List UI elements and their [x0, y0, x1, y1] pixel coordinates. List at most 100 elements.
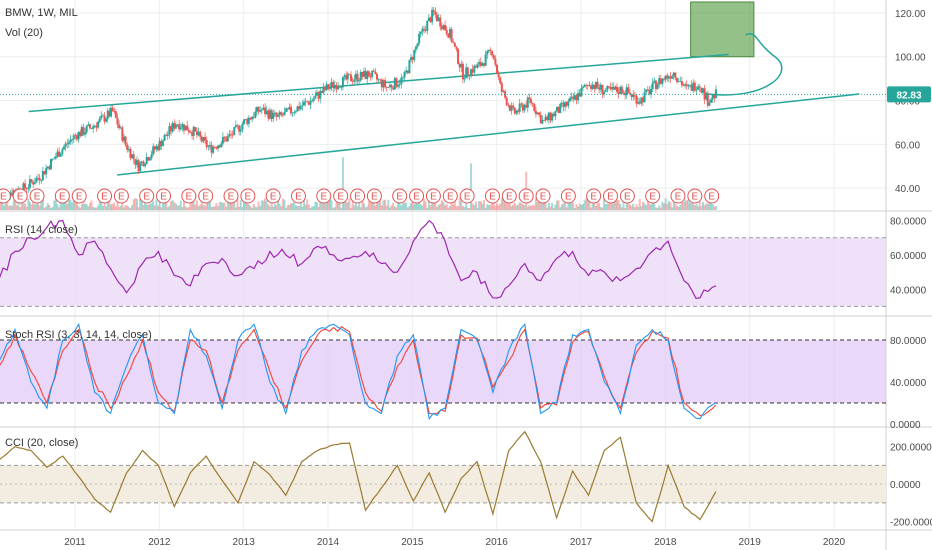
earnings-circle	[409, 188, 425, 204]
earnings-marker[interactable]: E	[518, 188, 534, 204]
earnings-marker[interactable]: E	[409, 188, 425, 204]
earnings-marker[interactable]: E	[265, 188, 281, 204]
earnings-marker[interactable]: E	[0, 188, 11, 204]
earnings-marker[interactable]: E	[97, 188, 113, 204]
earnings-marker[interactable]: E	[619, 188, 635, 204]
earnings-marker[interactable]: E	[333, 188, 349, 204]
volume-bar	[588, 201, 591, 210]
volume-bar	[38, 205, 41, 210]
volume-bar	[646, 201, 649, 210]
earnings-marker[interactable]: E	[586, 188, 602, 204]
volume-bar	[49, 207, 52, 210]
earnings-marker[interactable]: E	[290, 188, 306, 204]
candle-body	[466, 67, 469, 76]
volume-bar	[384, 199, 387, 210]
candle-body	[272, 112, 275, 119]
earnings-marker[interactable]: E	[442, 188, 458, 204]
candle-body	[427, 17, 430, 21]
earnings-marker[interactable]: E	[501, 188, 517, 204]
earnings-marker[interactable]: E	[113, 188, 129, 204]
volume-bar	[426, 207, 429, 210]
earnings-marker[interactable]: E	[645, 188, 661, 204]
earnings-marker[interactable]: E	[603, 188, 619, 204]
earnings-marker[interactable]: E	[687, 188, 703, 204]
candle-body	[197, 131, 200, 136]
earnings-marker[interactable]: E	[350, 188, 366, 204]
volume-bar	[302, 199, 305, 210]
candle-body	[171, 123, 174, 132]
earnings-label: E	[337, 192, 344, 203]
candle-body	[555, 106, 558, 112]
candle-body	[114, 111, 117, 118]
earnings-circle	[645, 188, 661, 204]
earnings-label: E	[202, 192, 209, 203]
volume-bar	[241, 207, 244, 210]
candle-body	[30, 179, 33, 182]
candle-body	[440, 26, 443, 30]
candle-body	[701, 88, 704, 93]
candle-body	[414, 46, 417, 50]
earnings-marker[interactable]: E	[392, 188, 408, 204]
volume-bar	[66, 203, 69, 210]
volume-bar	[160, 207, 163, 210]
earnings-circle	[240, 188, 256, 204]
candle-body	[543, 120, 546, 121]
earnings-marker[interactable]: E	[54, 188, 70, 204]
candle-body	[491, 50, 494, 56]
earnings-marker[interactable]: E	[12, 188, 28, 204]
earnings-marker[interactable]: E	[670, 188, 686, 204]
volume-bar	[581, 204, 584, 210]
earnings-circle	[459, 188, 475, 204]
stoch-axis[interactable]: 80.0000 40.0000 0.0000	[890, 336, 927, 431]
trendline-channel-lower[interactable]	[117, 93, 860, 176]
candle-body	[554, 111, 557, 117]
earnings-marker[interactable]: E	[240, 188, 256, 204]
earnings-marker[interactable]: E	[71, 188, 87, 204]
rsi-axis[interactable]: 80.0000 60.0000 40.0000	[890, 217, 927, 297]
earnings-marker[interactable]: E	[484, 188, 500, 204]
earnings-circle	[265, 188, 281, 204]
candle-body	[461, 63, 464, 80]
earnings-marker[interactable]: E	[459, 188, 475, 204]
earnings-marker[interactable]: E	[366, 188, 382, 204]
earnings-marker[interactable]: E	[560, 188, 576, 204]
earnings-marker[interactable]: E	[139, 188, 155, 204]
candle-body	[61, 149, 64, 154]
earnings-marker[interactable]: E	[156, 188, 172, 204]
earnings-label: E	[17, 192, 24, 203]
volume-bar	[260, 200, 263, 210]
earnings-marker[interactable]: E	[425, 188, 441, 204]
volume-bar	[416, 200, 419, 210]
volume-bar	[37, 203, 40, 210]
target-zone-box[interactable]	[690, 1, 755, 58]
volume-bar	[575, 204, 578, 210]
earnings-marker[interactable]: E	[181, 188, 197, 204]
candle-body	[372, 70, 375, 72]
volume-bar	[630, 206, 633, 210]
earnings-marker[interactable]: E	[535, 188, 551, 204]
earnings-marker[interactable]: E	[29, 188, 45, 204]
candle-body	[49, 159, 52, 170]
volume-bar	[465, 199, 468, 210]
cci-axis[interactable]: 200.0000 0.0000 -200.0000	[890, 443, 932, 529]
candle-body	[110, 107, 113, 117]
candle-body	[388, 84, 391, 87]
time-axis[interactable]: 2011 2012 2013 2014 2015 2016 2017 2018 2019 2020	[64, 537, 845, 548]
earnings-marker[interactable]: E	[704, 188, 720, 204]
earnings-marker[interactable]: E	[198, 188, 214, 204]
earnings-marker[interactable]: E	[223, 188, 239, 204]
earnings-marker[interactable]: E	[316, 188, 332, 204]
target-arc[interactable]	[707, 33, 783, 96]
volume-bar	[98, 201, 101, 210]
volume-bar	[470, 163, 473, 210]
volume-bar	[567, 199, 570, 210]
volume-bar	[189, 203, 192, 210]
volume-bar	[223, 202, 226, 210]
candle-body	[340, 87, 343, 89]
earnings-circle	[442, 188, 458, 204]
volume-bar	[705, 203, 708, 210]
earnings-circle	[518, 188, 534, 204]
candle-body	[341, 76, 344, 88]
candle-body	[304, 101, 307, 103]
